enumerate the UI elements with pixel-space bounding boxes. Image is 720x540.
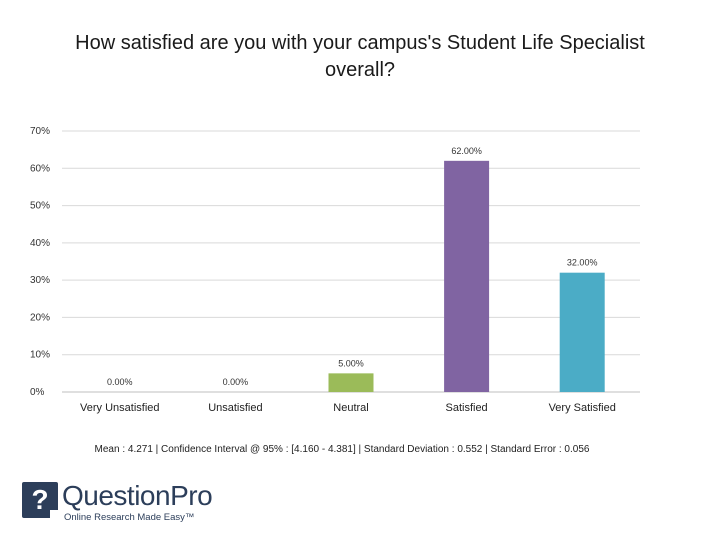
x-tick-label: Neutral (333, 402, 368, 414)
bar (328, 373, 374, 392)
data-label: 32.00% (567, 258, 598, 268)
x-tick-label: Satisfied (445, 402, 487, 414)
y-tick-label: 60% (30, 163, 50, 174)
y-tick-label: 30% (30, 275, 50, 286)
data-label: 0.00% (223, 377, 249, 387)
logo-wordmark: QuestionPro (62, 480, 213, 511)
x-tick-label: Unsatisfied (208, 402, 262, 414)
data-label: 0.00% (107, 377, 133, 387)
y-tick-label: 0% (30, 387, 45, 398)
data-label: 62.00% (451, 146, 482, 156)
statistics-summary: Mean : 4.271 | Confidence Interval @ 95%… (94, 444, 590, 455)
y-tick-label: 50% (30, 201, 50, 212)
y-tick-label: 10% (30, 350, 50, 361)
y-tick-label: 20% (30, 312, 50, 323)
logo-tagline: Online Research Made Easy™ (64, 512, 195, 523)
questionpro-logo-icon: ? (22, 482, 58, 518)
bar-chart: 0% 10% 20% 30% 40% 50% 60% 70% 0.00% Very Unsatis… (30, 126, 640, 414)
x-tick-label: Very Satisfied (549, 402, 616, 414)
x-tick-label: Very Unsatisfied (80, 402, 159, 414)
chart-title: How satisfied are you with your campus's… (75, 32, 645, 81)
questionpro-logo: ? QuestionPro Online Research Made Easy™ (22, 480, 222, 528)
bar (559, 272, 605, 392)
data-label: 5.00% (338, 358, 364, 368)
y-tick-label: 70% (30, 126, 50, 137)
y-tick-label: 40% (30, 238, 50, 249)
bar (444, 160, 490, 392)
